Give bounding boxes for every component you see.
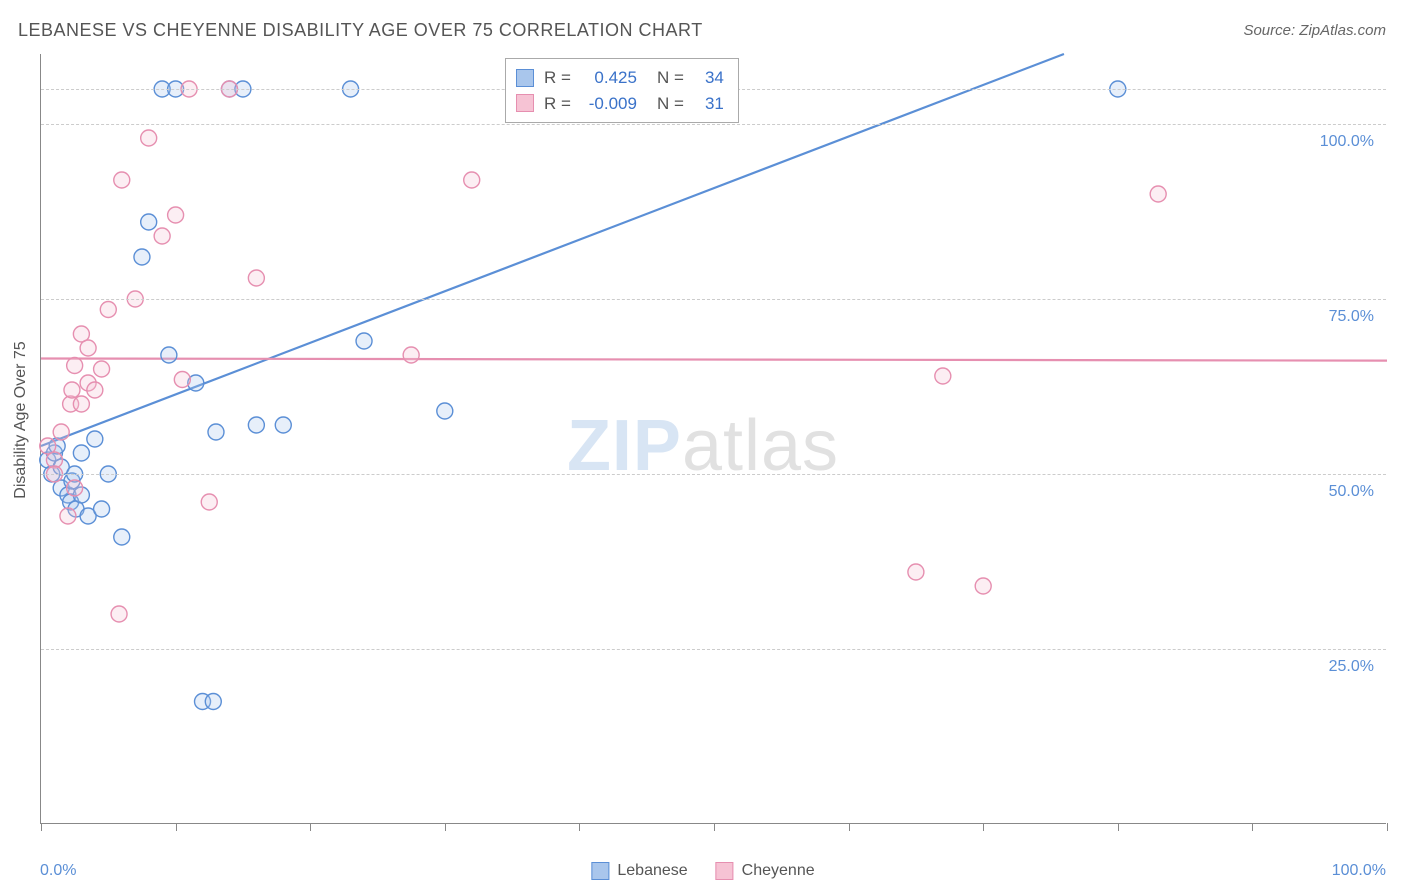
data-point: [134, 249, 150, 265]
stats-r-value: -0.009: [581, 91, 637, 117]
data-point: [111, 606, 127, 622]
stats-swatch: [516, 94, 534, 112]
data-point: [114, 529, 130, 545]
x-tick: [445, 823, 446, 831]
stats-row: R = 0.425 N = 34: [516, 65, 724, 91]
x-axis-max-label: 100.0%: [1332, 862, 1386, 880]
stats-row: R = -0.009 N = 31: [516, 91, 724, 117]
gridline: [41, 124, 1386, 125]
data-point: [935, 368, 951, 384]
data-point: [248, 417, 264, 433]
regression-line: [41, 359, 1387, 361]
stats-n-value: 31: [694, 91, 724, 117]
y-tick-label: 75.0%: [1329, 308, 1374, 326]
data-point: [100, 302, 116, 318]
stats-legend-box: R = 0.425 N = 34 R = -0.009 N = 31: [505, 58, 739, 123]
data-point: [87, 382, 103, 398]
data-point: [168, 207, 184, 223]
stats-r-label: R =: [544, 91, 571, 117]
x-tick: [41, 823, 42, 831]
gridline: [41, 474, 1386, 475]
y-tick-label: 100.0%: [1320, 133, 1374, 151]
gridline: [41, 299, 1386, 300]
x-axis-min-label: 0.0%: [40, 862, 76, 880]
x-tick: [714, 823, 715, 831]
stats-r-label: R =: [544, 65, 571, 91]
stats-swatch: [516, 69, 534, 87]
data-point: [114, 172, 130, 188]
data-point: [64, 382, 80, 398]
x-tick: [1387, 823, 1388, 831]
stats-n-label: N =: [657, 91, 684, 117]
x-tick: [176, 823, 177, 831]
data-point: [94, 501, 110, 517]
legend-swatch: [591, 862, 609, 880]
x-tick: [1118, 823, 1119, 831]
data-point: [141, 214, 157, 230]
data-point: [67, 358, 83, 374]
chart-svg: [41, 54, 1386, 823]
stats-r-value: 0.425: [581, 65, 637, 91]
data-point: [248, 270, 264, 286]
data-point: [67, 480, 83, 496]
x-tick: [849, 823, 850, 831]
data-point: [73, 396, 89, 412]
x-tick: [1252, 823, 1253, 831]
x-tick: [310, 823, 311, 831]
data-point: [94, 361, 110, 377]
y-tick-label: 50.0%: [1329, 483, 1374, 501]
legend-swatch: [716, 862, 734, 880]
data-point: [154, 228, 170, 244]
data-point: [60, 508, 76, 524]
stats-n-value: 34: [694, 65, 724, 91]
plot-wrapper: 25.0% 50.0% 75.0% 100.0%: [40, 54, 1386, 824]
data-point: [161, 347, 177, 363]
gridline: [41, 649, 1386, 650]
data-point: [403, 347, 419, 363]
data-point: [201, 494, 217, 510]
plot-area: 25.0% 50.0% 75.0% 100.0%: [40, 54, 1386, 824]
source-attribution: Source: ZipAtlas.com: [1243, 22, 1386, 39]
data-point: [141, 130, 157, 146]
stats-n-label: N =: [657, 65, 684, 91]
legend-label: Cheyenne: [742, 862, 815, 880]
data-point: [275, 417, 291, 433]
data-point: [1150, 186, 1166, 202]
legend-item: Lebanese: [591, 862, 687, 880]
data-point: [356, 333, 372, 349]
data-point: [53, 424, 69, 440]
data-point: [908, 564, 924, 580]
data-point: [87, 431, 103, 447]
legend-item: Cheyenne: [716, 862, 815, 880]
chart-title: LEBANESE VS CHEYENNE DISABILITY AGE OVER…: [18, 20, 703, 41]
data-point: [208, 424, 224, 440]
data-point: [80, 340, 96, 356]
legend-label: Lebanese: [617, 862, 687, 880]
y-tick-label: 25.0%: [1329, 658, 1374, 676]
data-point: [174, 372, 190, 388]
bottom-legend: Lebanese Cheyenne: [591, 862, 814, 880]
data-point: [73, 445, 89, 461]
y-axis-label: Disability Age Over 75: [12, 341, 30, 498]
data-point: [975, 578, 991, 594]
x-tick: [983, 823, 984, 831]
data-point: [437, 403, 453, 419]
data-point: [205, 694, 221, 710]
data-point: [464, 172, 480, 188]
x-tick: [579, 823, 580, 831]
